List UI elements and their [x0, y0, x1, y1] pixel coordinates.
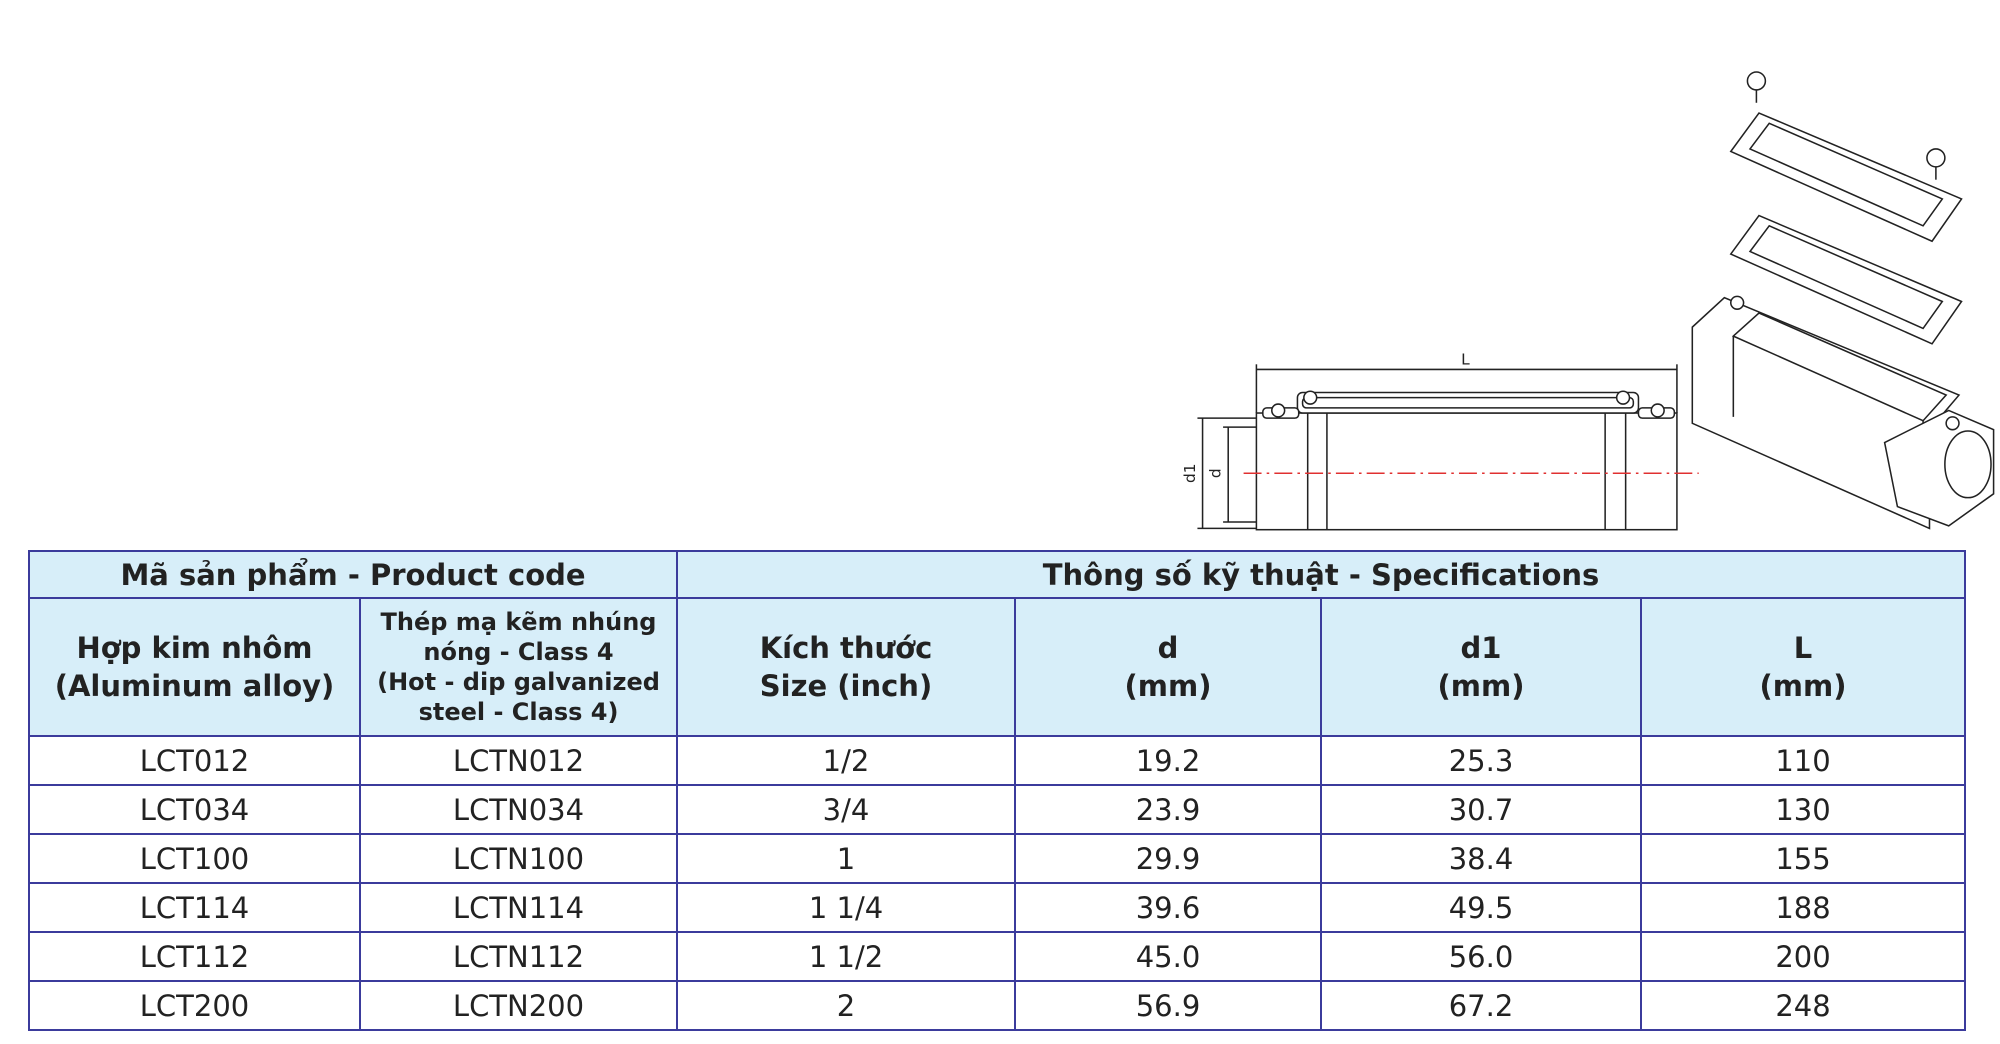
- header-line: Hợp kim nhôm: [76, 631, 313, 665]
- cell: 49.5: [1320, 882, 1642, 933]
- cell: 56.9: [1014, 980, 1322, 1031]
- header-line: L: [1793, 631, 1813, 665]
- column-header: L (mm): [1639, 597, 1967, 737]
- data-row: LCT112 LCTN112 1 1/2 45.0 56.0 200: [28, 931, 1967, 982]
- cell: 45.0: [1014, 931, 1322, 982]
- header-line: nóng - Class 4: [423, 638, 614, 666]
- data-row: LCT200 LCTN200 2 56.9 67.2 248: [28, 980, 1967, 1031]
- data-row: LCT034 LCTN034 3/4 23.9 30.7 130: [28, 784, 1967, 835]
- header-group-cell: Thông số kỹ thuật - Specifications: [675, 550, 1967, 599]
- header-group-cell: Mã sản phẩm - Product code: [28, 550, 678, 599]
- cell: 25.3: [1320, 735, 1642, 786]
- cell: 1 1/4: [676, 882, 1016, 933]
- header-line: Size (inch): [759, 669, 933, 703]
- header-row: Hợp kim nhôm (Aluminum alloy) Thép mạ kẽm …: [28, 597, 1967, 737]
- cell: 188: [1639, 882, 1967, 933]
- cell: 200: [1639, 931, 1967, 982]
- cell: 38.4: [1320, 833, 1642, 884]
- cell: LCT114: [28, 882, 361, 933]
- cell: 56.0: [1320, 931, 1642, 982]
- dim-label: d1: [1181, 464, 1199, 484]
- cell: 3/4: [676, 784, 1016, 835]
- cell: 30.7: [1320, 784, 1642, 835]
- cell: 1: [676, 833, 1016, 884]
- column-header: d (mm): [1014, 597, 1322, 737]
- cell: LCTN034: [359, 784, 678, 835]
- cell: 23.9: [1014, 784, 1322, 835]
- column-header: Thép mạ kẽm nhúng nóng - Class 4 (Hot - di…: [359, 597, 678, 737]
- header-line: Thép mạ kẽm nhúng: [380, 608, 657, 636]
- column-header: d1 (mm): [1320, 597, 1642, 737]
- cell: LCT012: [28, 735, 361, 786]
- header-line: steel - Class 4): [418, 698, 619, 726]
- cell: LCTN112: [359, 931, 678, 982]
- cell: 110: [1639, 735, 1967, 786]
- data-row: LCT100 LCTN100 1 29.9 38.4 155: [28, 833, 1967, 884]
- data-row: LCT114 LCTN114 1 1/4 39.6 49.5 188: [28, 882, 1967, 933]
- cell: 2: [676, 980, 1016, 1031]
- cell: 29.9: [1014, 833, 1322, 884]
- cell: LCTN114: [359, 882, 678, 933]
- column-header: Hợp kim nhôm (Aluminum alloy): [28, 597, 361, 737]
- cell: LCT112: [28, 931, 361, 982]
- spec-table: Mã sản phẩm - Product code Thông số kỹ th…: [28, 550, 1967, 1031]
- cell: 1 1/2: [676, 931, 1016, 982]
- dim-label: d: [1207, 468, 1225, 478]
- header-line: (mm): [1437, 669, 1525, 703]
- cell: 248: [1639, 980, 1967, 1031]
- header-line: d: [1157, 631, 1179, 665]
- cell: 67.2: [1320, 980, 1642, 1031]
- header-line: (Hot - dip galvanized: [377, 668, 660, 696]
- cell: LCTN100: [359, 833, 678, 884]
- header-line: d1: [1460, 631, 1502, 665]
- cell: LCT100: [28, 833, 361, 884]
- cell: LCT034: [28, 784, 361, 835]
- cell: 19.2: [1014, 735, 1322, 786]
- cell: 1/2: [676, 735, 1016, 786]
- data-row: LCT012 LCTN012 1/2 19.2 25.3 110: [28, 735, 1967, 786]
- header-line: (mm): [1124, 669, 1212, 703]
- column-header: Kích thước Size (inch): [676, 597, 1016, 737]
- cell: 155: [1639, 833, 1967, 884]
- header-line: (Aluminum alloy): [54, 669, 335, 703]
- header-line: Kích thước: [759, 631, 933, 665]
- header-line: (mm): [1759, 669, 1847, 703]
- cell: LCTN012: [359, 735, 678, 786]
- cell: LCTN200: [359, 980, 678, 1031]
- cell: LCT200: [28, 980, 361, 1031]
- header-group-row: Mã sản phẩm - Product code Thông số kỹ th…: [28, 550, 1967, 599]
- cell: 39.6: [1014, 882, 1322, 933]
- dim-label: L: [1461, 350, 1470, 368]
- cell: 130: [1639, 784, 1967, 835]
